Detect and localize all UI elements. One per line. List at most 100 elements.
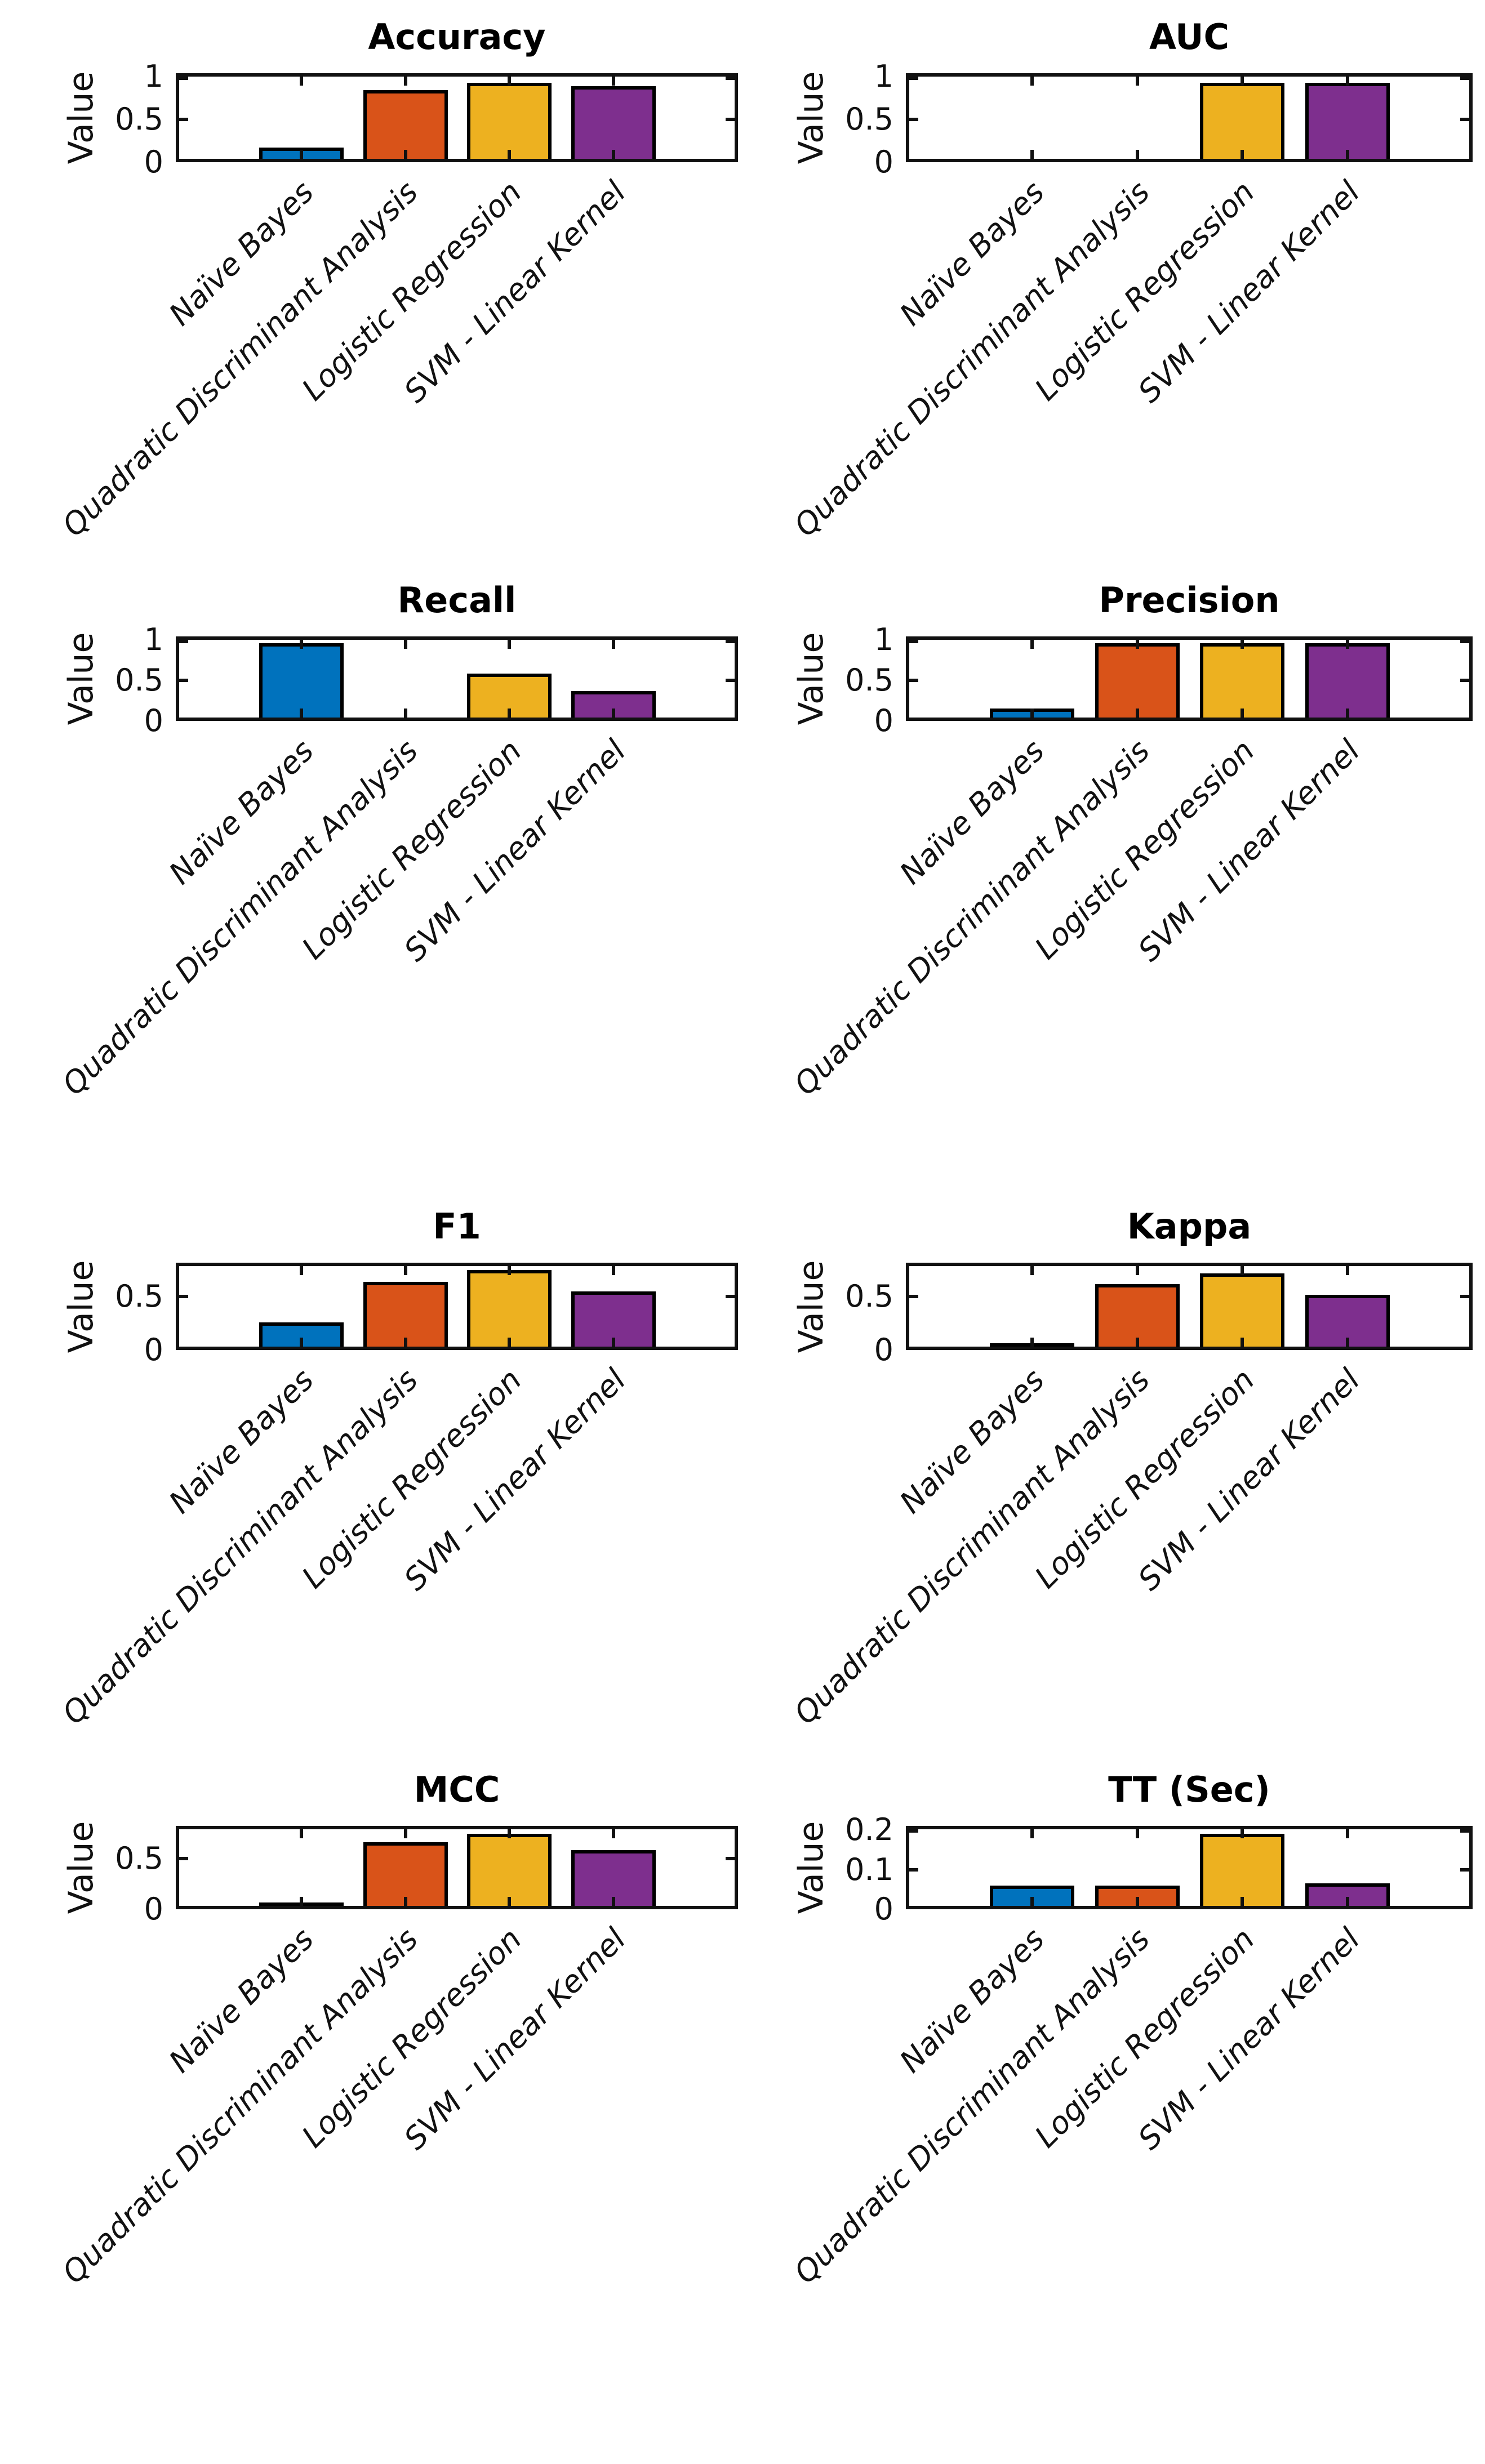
x-tick-mark (508, 77, 511, 86)
x-tick-mark (1241, 150, 1244, 159)
y-tick-label-mcc: 0 (144, 1891, 163, 1927)
chart-recall: Recall Value 0 0.5 1 Naïve Bayes Quadratic Dis… (55, 580, 738, 1102)
x-tick-mark (1241, 1897, 1244, 1906)
y-tick-mark (1460, 1829, 1469, 1833)
x-tick-mark (1346, 640, 1349, 649)
x-tick-mark (1136, 709, 1139, 718)
x-tick-mark (404, 1829, 407, 1838)
y-tick-mark (179, 1857, 188, 1860)
x-tick-mark (1241, 1829, 1244, 1838)
x-tick-mark (1136, 150, 1139, 159)
x-tick-mark (404, 1266, 407, 1275)
x-tick-mark (612, 1829, 615, 1838)
y-tick-mark (1460, 1868, 1469, 1872)
chart-title-recall: Recall (397, 580, 517, 621)
y-tick-mark (909, 1829, 918, 1833)
x-tick-mark (1030, 1897, 1034, 1906)
x-tick-mark (404, 640, 407, 649)
chart-title-auc: AUC (1149, 16, 1229, 57)
chart-title-accuracy: Accuracy (368, 16, 546, 57)
y-tick-mark (179, 77, 188, 80)
chart-title-precision: Precision (1099, 580, 1280, 621)
bar-logistic-regression (467, 1834, 552, 1909)
x-tick-mark (612, 640, 615, 649)
x-tick-mark (1136, 1829, 1139, 1838)
y-tick-label-tt-sec: 0 (874, 1891, 893, 1927)
x-tick-mark (1241, 1266, 1244, 1275)
x-tick-mark (508, 1829, 511, 1838)
x-tick-mark (612, 1338, 615, 1347)
x-tick-mark (508, 1338, 511, 1347)
y-tick-label-auc: 1 (874, 59, 893, 94)
chart-mcc: MCC Value 0 0.5 Naïve Bayes Quadratic Discrim… (55, 1769, 738, 2291)
x-tick-mark (300, 150, 303, 159)
x-tick-mark (1030, 1829, 1034, 1838)
x-tick-mark (1346, 150, 1349, 159)
y-tick-mark (909, 679, 918, 682)
x-tick-mark (1241, 709, 1244, 718)
x-tick-mark (508, 709, 511, 718)
y-tick-mark (1460, 77, 1469, 80)
x-tick-mark (300, 709, 303, 718)
x-tick-mark (1346, 1338, 1349, 1347)
y-tick-mark (909, 1868, 918, 1872)
y-tick-mark (726, 1295, 735, 1298)
x-tick-label-logistic-regression: Logistic Regression (295, 733, 528, 966)
x-tick-mark (300, 77, 303, 86)
y-tick-mark (726, 1857, 735, 1860)
x-tick-mark (612, 1897, 615, 1906)
y-tick-mark (179, 679, 188, 682)
y-tick-label-accuracy: 1 (144, 59, 163, 94)
y-tick-mark (179, 640, 188, 643)
y-tick-label-recall: 0.5 (115, 662, 163, 698)
y-tick-label-precision: 1 (874, 622, 893, 657)
x-tick-mark (404, 1897, 407, 1906)
y-tick-mark (179, 1295, 188, 1298)
page: { "figure": { "background": "#ffffff", "… (55, 16, 1473, 2291)
x-tick-mark (1346, 709, 1349, 718)
y-tick-label-tt-sec: 0.2 (845, 1812, 893, 1847)
x-tick-mark (612, 77, 615, 86)
y-tick-label-precision: 0.5 (845, 662, 893, 698)
x-tick-mark (508, 150, 511, 159)
x-tick-mark (1030, 1266, 1034, 1275)
x-tick-mark (1346, 1266, 1349, 1275)
y-tick-mark (179, 118, 188, 121)
x-tick-label-logistic-regression: Logistic Regression (295, 1921, 528, 2155)
y-tick-label-f1: 0.5 (115, 1278, 163, 1314)
bar-svm-linear-kernel (571, 86, 656, 162)
x-tick-mark (1241, 77, 1244, 86)
x-tick-mark (612, 709, 615, 718)
y-tick-mark (726, 77, 735, 80)
bar-quadratic-discriminant-analysis (363, 1282, 448, 1350)
x-tick-mark (300, 1829, 303, 1838)
y-tick-label-kappa: 0 (874, 1332, 893, 1367)
x-tick-mark (1346, 1829, 1349, 1838)
y-tick-mark (1460, 1295, 1469, 1298)
x-tick-mark (300, 1338, 303, 1347)
y-tick-label-mcc: 0.5 (115, 1841, 163, 1876)
x-tick-mark (1136, 1266, 1139, 1275)
chart-kappa: Kappa Value 0 0.5 Naïve Bayes Quadratic Discr… (787, 1206, 1473, 1731)
x-tick-mark (1136, 77, 1139, 86)
x-tick-mark (1241, 640, 1244, 649)
y-tick-mark (1460, 118, 1469, 121)
y-tick-label-auc: 0 (874, 144, 893, 180)
y-tick-label-accuracy: 0.5 (115, 101, 163, 137)
x-tick-mark (300, 640, 303, 649)
x-tick-mark (1136, 1338, 1139, 1347)
chart-title-tt-sec: TT (Sec) (1108, 1769, 1270, 1810)
y-tick-label-kappa: 0.5 (845, 1278, 893, 1314)
chart-tt-sec: TT (Sec) Value 0 0.1 0.2 Naïve Bayes Quadratic… (787, 1769, 1473, 2291)
x-tick-mark (1346, 1897, 1349, 1906)
y-tick-label-auc: 0.5 (845, 101, 893, 137)
y-tick-mark (1460, 679, 1469, 682)
x-tick-mark (1136, 640, 1139, 649)
y-tick-mark (726, 118, 735, 121)
x-tick-mark (404, 150, 407, 159)
bar-logistic-regression (1200, 1273, 1284, 1350)
chart-title-kappa: Kappa (1127, 1206, 1252, 1247)
x-tick-mark (1030, 709, 1034, 718)
y-tick-label-precision: 0 (874, 703, 893, 738)
chart-precision: Precision Value 0 0.5 1 Naïve Bayes Quadratic … (787, 580, 1473, 1102)
